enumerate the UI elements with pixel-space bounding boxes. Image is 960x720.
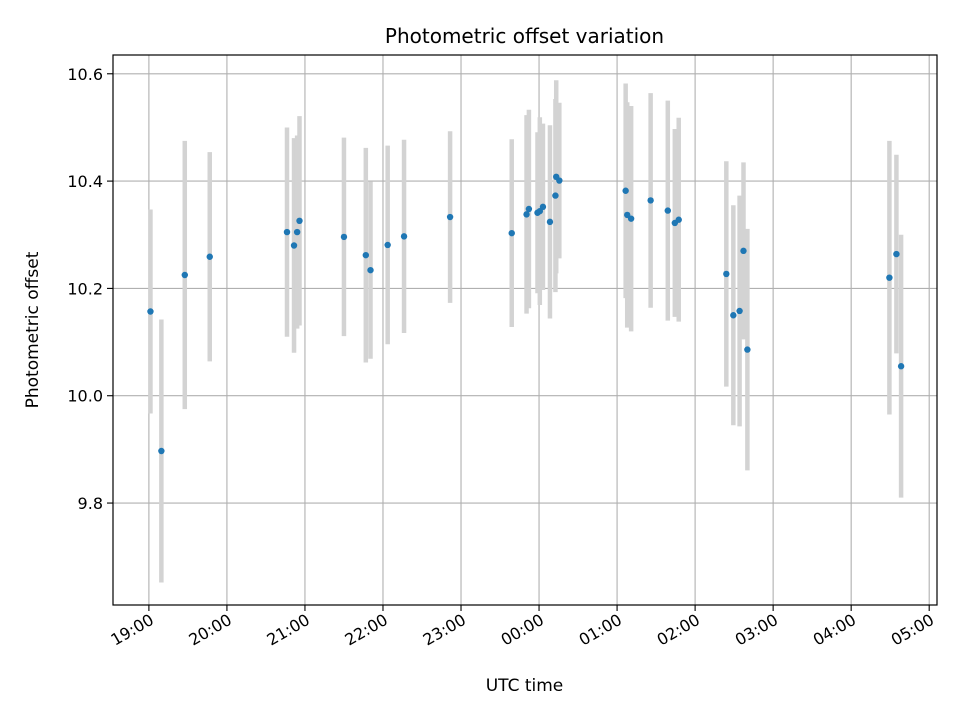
data-point xyxy=(740,247,747,255)
data-point xyxy=(744,346,751,353)
plot-area-frame xyxy=(112,54,938,606)
data-point xyxy=(552,192,559,199)
y-tick-label: 10.4 xyxy=(67,172,103,191)
data-point xyxy=(886,274,893,281)
data-points xyxy=(147,173,905,455)
data-point xyxy=(290,242,298,249)
data-point xyxy=(525,205,533,213)
data-point xyxy=(446,213,454,221)
data-point xyxy=(283,228,291,236)
y-tick-label: 10.6 xyxy=(67,65,103,84)
y-axis-ticks: 9.8 10.0 10.2 10.4 10.6 xyxy=(67,65,113,513)
data-point xyxy=(362,251,370,259)
data-point xyxy=(723,270,730,278)
data-point xyxy=(556,177,563,184)
y-tick-label: 9.8 xyxy=(78,494,103,513)
data-point xyxy=(296,217,303,225)
data-point xyxy=(627,215,635,222)
data-point xyxy=(664,207,671,214)
data-point xyxy=(340,233,348,241)
data-point xyxy=(730,312,737,319)
data-point xyxy=(893,250,900,258)
data-point xyxy=(293,228,301,236)
data-point xyxy=(539,203,547,211)
data-point xyxy=(181,271,188,279)
data-point xyxy=(736,307,743,315)
data-point xyxy=(897,363,905,370)
data-point xyxy=(206,253,213,260)
data-point xyxy=(546,218,554,226)
data-point xyxy=(384,241,391,249)
data-point xyxy=(400,233,408,240)
data-point xyxy=(508,229,515,237)
x-axis-label: UTC time xyxy=(486,676,564,696)
data-point xyxy=(647,197,654,204)
data-point xyxy=(523,211,530,218)
data-point xyxy=(622,187,629,194)
y-tick-label: 10.2 xyxy=(67,279,103,298)
chart-title: Photometric offset variation xyxy=(385,24,664,48)
data-point xyxy=(367,266,374,274)
data-point xyxy=(675,216,682,223)
data-point xyxy=(147,308,154,315)
y-axis-label: Photometric offset xyxy=(23,251,43,408)
y-tick-label: 10.0 xyxy=(67,387,103,406)
data-point xyxy=(158,447,165,455)
